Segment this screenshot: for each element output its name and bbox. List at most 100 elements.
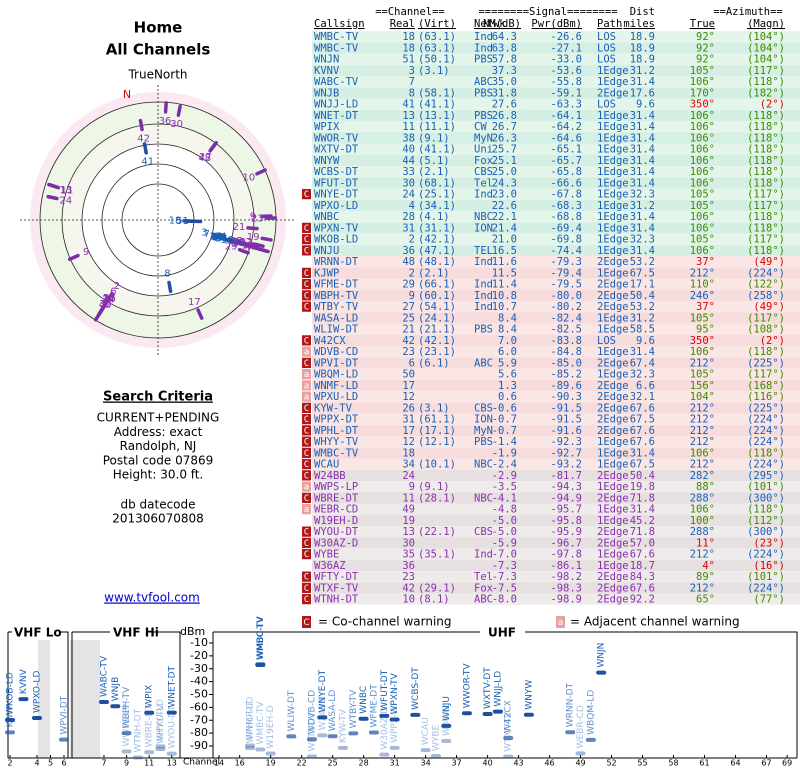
table-cell: 2Edge xyxy=(597,87,629,99)
table-cell: -91.5 xyxy=(550,414,582,426)
signal-label: WNBC xyxy=(359,686,369,714)
table-row xyxy=(312,244,800,256)
table-cell: 105° xyxy=(690,200,715,212)
table-cell: (224°) xyxy=(747,425,785,437)
table-cell: (2.1) xyxy=(418,166,450,178)
north-marker: N xyxy=(123,88,131,101)
signal-label: WWPS-LP xyxy=(122,703,132,746)
legend-icon-text: a xyxy=(558,618,564,628)
column-header: Callsign xyxy=(314,18,365,30)
table-cell: -2.4 xyxy=(492,459,517,471)
table-cell: (108°) xyxy=(747,324,785,336)
y-tick-label: -80 xyxy=(190,726,208,739)
x-tick-label: 46 xyxy=(544,759,554,768)
table-cell: (10.1) xyxy=(418,459,456,471)
column-header: Pwr(dBm) xyxy=(531,18,582,30)
signal-label: WYBE xyxy=(431,724,441,751)
table-row xyxy=(312,154,800,166)
warning-flag: C xyxy=(304,359,309,369)
polar-label: 13 xyxy=(60,185,73,196)
warning-icon xyxy=(302,245,311,256)
warning-flag: C xyxy=(304,404,309,414)
table-cell: 32.1 xyxy=(630,391,655,403)
table-cell: -7.3 xyxy=(492,560,517,572)
signal-label: WEBR-CD xyxy=(576,705,586,748)
signal-label: WMBC-TV xyxy=(256,701,266,745)
signal-bar xyxy=(523,712,534,717)
table-cell: (12.1) xyxy=(418,436,456,448)
table-cell: 1Edge xyxy=(597,76,629,88)
group-header: Dist xyxy=(630,6,655,18)
signal-label: WNJB xyxy=(111,677,121,701)
warning-flag: C xyxy=(304,303,309,313)
table-cell: (168°) xyxy=(747,380,785,392)
table-cell: -0.7 xyxy=(492,414,517,426)
table-cell: WDVB-CD xyxy=(314,346,358,358)
gap-shade xyxy=(70,640,100,758)
table-cell: 104° xyxy=(690,391,715,403)
table-cell: (112°) xyxy=(747,515,785,527)
table-cell: 12 xyxy=(402,391,415,403)
table-cell: -64.6 xyxy=(550,132,582,144)
table-cell: (35.1) xyxy=(418,549,456,561)
polar-bar xyxy=(167,280,173,294)
signal-bar xyxy=(155,746,166,751)
table-row xyxy=(312,109,800,121)
table-cell: 350° xyxy=(690,99,715,111)
signal-bar xyxy=(144,710,155,715)
legend-label: = Adjacent channel warning xyxy=(570,615,740,629)
table-cell: WXTV-DT xyxy=(314,144,359,156)
table-row xyxy=(312,413,800,425)
signal-label: KJWP xyxy=(6,704,16,727)
table-row xyxy=(312,222,800,234)
table-cell: (60.1) xyxy=(418,290,456,302)
table-cell: ION xyxy=(474,414,493,426)
polar-bar xyxy=(47,182,60,190)
table-cell: TEL xyxy=(474,245,493,257)
table-cell: 212° xyxy=(690,267,715,279)
table-cell: -69.4 xyxy=(550,222,582,234)
table-cell: 31.2 xyxy=(630,65,655,77)
site-link[interactable]: www.tvfool.com xyxy=(104,591,200,605)
table-cell: -79.3 xyxy=(550,256,582,268)
table-cell: -83.8 xyxy=(550,335,582,347)
polar-label: 9 xyxy=(250,212,256,223)
table-cell: MyN xyxy=(474,425,493,437)
signal-label: WCBS-DT xyxy=(411,667,421,710)
polar-label: 35 xyxy=(99,299,112,310)
table-cell: (42.1) xyxy=(418,335,456,347)
signal-bar xyxy=(596,670,607,675)
table-cell: 1Edge xyxy=(597,200,629,212)
table-cell: (118°) xyxy=(747,110,785,122)
table-cell: 110° xyxy=(690,279,715,291)
table-row xyxy=(312,492,800,504)
table-cell: WCAU xyxy=(314,459,339,471)
table-row xyxy=(312,334,800,346)
table-cell: (4.1) xyxy=(418,211,450,223)
table-cell: 2Edge xyxy=(597,582,629,594)
table-cell: 26.3 xyxy=(492,132,517,144)
table-row xyxy=(312,481,800,493)
table-cell: 288° xyxy=(690,492,715,504)
table-cell: 106° xyxy=(690,177,715,189)
section-label: VHF Lo xyxy=(14,626,62,640)
table-cell: 105° xyxy=(690,65,715,77)
table-cell: 31.4 xyxy=(630,76,655,88)
table-cell: 7 xyxy=(409,76,415,88)
x-tick-label: 69 xyxy=(782,759,792,768)
warning-flag: C xyxy=(304,471,309,481)
signal-label: WBQM-LD xyxy=(586,690,596,735)
table-cell: (118°) xyxy=(747,155,785,167)
table-cell: 106° xyxy=(690,245,715,257)
table-cell: WASA-LD xyxy=(314,312,358,324)
signal-bar xyxy=(358,716,369,721)
table-cell: -66.6 xyxy=(550,177,582,189)
table-cell: 92.2 xyxy=(630,594,655,606)
table-cell: 17 xyxy=(402,380,415,392)
warning-flag: C xyxy=(304,224,309,234)
warning-flag: C xyxy=(304,460,309,470)
table-cell: 31.4 xyxy=(630,211,655,223)
signal-bar xyxy=(244,743,255,748)
signal-label: WXTV-DT xyxy=(483,667,493,709)
table-cell: ION xyxy=(474,222,493,234)
